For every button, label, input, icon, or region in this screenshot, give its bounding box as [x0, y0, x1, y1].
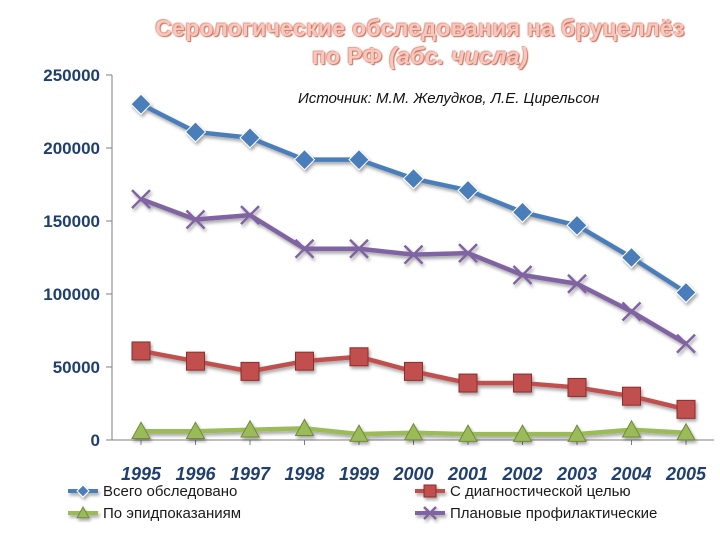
data-point-x-stroke	[458, 243, 478, 264]
x-tick-label: 1996	[175, 464, 216, 484]
data-point-x-stroke	[621, 301, 642, 322]
data-point-x-stroke	[294, 238, 315, 259]
y-tick-label: 100000	[43, 285, 100, 304]
data-point-x	[621, 301, 642, 322]
series-group	[131, 341, 696, 419]
chart-title-line2-regular: по РФ	[311, 43, 390, 69]
data-point-triangle	[76, 505, 90, 519]
data-point-triangle	[185, 421, 206, 439]
data-point-x	[403, 244, 424, 265]
data-point-square	[349, 347, 369, 367]
series-line	[140, 196, 688, 346]
data-point-x-stroke	[512, 265, 533, 285]
data-point-square	[423, 484, 437, 498]
data-point-diamond	[457, 179, 479, 202]
x-tick-label: 2002	[501, 464, 542, 484]
data-point-triangle	[240, 419, 260, 438]
data-point-x	[294, 238, 315, 259]
data-point-triangle	[349, 424, 369, 442]
data-point-diamond	[348, 148, 370, 171]
data-point-square	[567, 377, 587, 397]
data-point-diamond	[566, 214, 588, 237]
data-point-diamond	[511, 201, 534, 223]
data-point-square	[404, 361, 423, 381]
data-point-square	[295, 351, 314, 371]
legend-entry	[415, 484, 445, 498]
series-line	[139, 102, 688, 295]
data-point-x	[131, 189, 151, 209]
data-point-triangle	[403, 422, 424, 441]
data-point-square	[622, 386, 641, 406]
data-point-triangle	[512, 424, 533, 442]
legend-label: Всего обследовано	[103, 483, 237, 500]
data-point-square	[676, 399, 696, 419]
data-point-diamond	[620, 246, 643, 269]
data-point-x	[185, 209, 206, 230]
legend-entry	[68, 505, 98, 519]
data-point-triangle	[676, 422, 696, 441]
data-point-diamond	[239, 127, 261, 149]
legend-label: Плановые профилактические	[450, 505, 657, 522]
data-point-x	[567, 273, 587, 294]
chart-title: Серологические обследования на бруцеллёз…	[120, 14, 720, 70]
data-point-triangle	[294, 418, 315, 437]
data-point-triangle	[458, 424, 478, 442]
legend-entry	[68, 484, 98, 498]
data-point-diamond	[675, 281, 697, 304]
data-point-triangle	[131, 421, 151, 439]
data-point-diamond	[76, 484, 90, 498]
data-point-square	[240, 361, 260, 381]
y-tick-label: 200000	[43, 139, 100, 158]
data-point-square	[458, 373, 478, 393]
data-point-x-stroke	[676, 333, 696, 354]
data-point-x-stroke	[131, 189, 151, 209]
data-point-triangle	[567, 424, 587, 442]
x-tick-label: 2004	[610, 464, 651, 484]
x-tick-label: 1999	[339, 464, 379, 484]
x-tick-label: 1998	[284, 464, 324, 484]
y-tick-label: 50000	[53, 358, 100, 377]
data-point-diamond	[130, 93, 152, 115]
x-tick-label: 2005	[665, 464, 707, 484]
data-point-x-stroke	[567, 273, 587, 294]
x-tick-label: 1995	[121, 464, 162, 484]
y-tick-label: 150000	[43, 212, 100, 231]
data-point-x-stroke	[349, 238, 369, 259]
chart-title-line2: по РФ (абс. числа)	[120, 42, 720, 70]
chart-title-line1: Серологические обследования на бруцеллёз	[155, 15, 685, 41]
x-tick-label: 1997	[230, 464, 271, 484]
legend-entry	[415, 506, 445, 520]
y-tick-label: 250000	[43, 66, 100, 85]
data-point-x	[240, 205, 260, 226]
x-tick-label: 2000	[392, 464, 433, 484]
x-tick-label: 2003	[556, 464, 597, 484]
data-point-square	[131, 341, 151, 361]
data-point-diamond	[402, 167, 425, 190]
y-tick-label: 0	[91, 431, 100, 450]
data-point-x	[512, 265, 533, 285]
series-group	[131, 418, 696, 442]
data-point-x-stroke	[403, 244, 424, 265]
data-point-x-stroke	[185, 209, 206, 230]
source-annotation: Источник: М.М. Желудков, Л.Е. Цирельсон	[298, 90, 600, 107]
series-group	[131, 189, 696, 354]
legend-label: С диагностической целью	[450, 483, 631, 500]
data-point-diamond	[184, 121, 207, 143]
data-point-x-stroke	[423, 506, 437, 520]
data-point-square	[186, 351, 205, 371]
chart-title-line2-italic: (абс. числа)	[389, 43, 529, 69]
x-tick-label: 2001	[447, 464, 488, 484]
data-point-x	[458, 243, 478, 264]
data-point-triangle	[621, 419, 642, 438]
legend-label: По эпидпоказаниям	[103, 505, 241, 522]
data-point-x	[423, 506, 437, 520]
data-point-diamond	[293, 148, 316, 171]
data-point-x	[349, 238, 369, 259]
data-point-square	[513, 373, 532, 393]
series-group	[130, 93, 697, 304]
data-point-x-stroke	[240, 205, 260, 226]
data-point-x	[676, 333, 696, 354]
